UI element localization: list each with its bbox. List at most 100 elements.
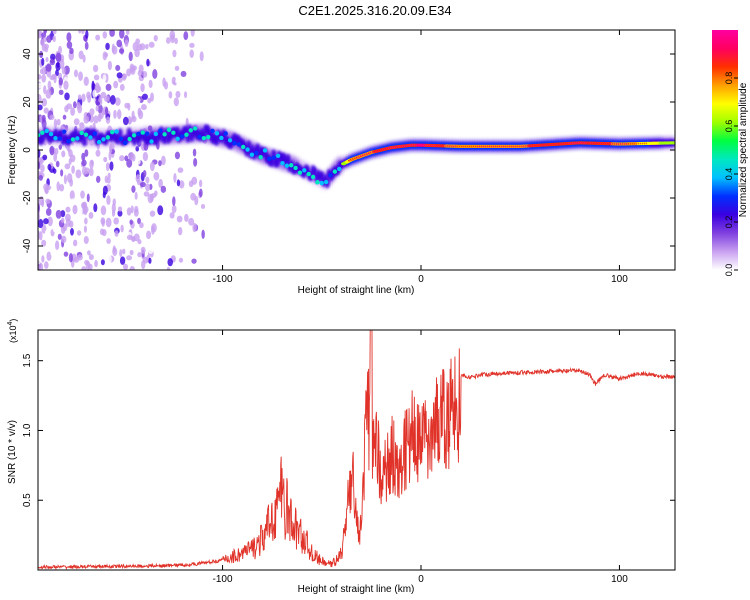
spectrogram-noise-blob <box>169 212 175 219</box>
spectrogram-noise-blob <box>177 167 184 173</box>
spectrogram-ridge-core <box>40 130 45 135</box>
spectrogram-noise-blob <box>55 209 62 219</box>
spectrogram-noise-blob <box>172 196 176 207</box>
y-tick-label: 20 <box>22 96 33 108</box>
spectrogram-noise-blob <box>180 57 187 64</box>
spectrogram-noise-blob <box>49 145 55 156</box>
spectrogram-noise-blob <box>47 30 52 35</box>
spectrogram-noise-blob <box>43 36 47 43</box>
spectrogram-x-axis: -100 0 100 <box>213 30 628 285</box>
spectrogram-noise-blob <box>115 64 121 72</box>
spectrogram-noise-blob <box>54 230 58 240</box>
spectrogram-noise-blob <box>166 266 171 270</box>
spectrogram-ridge-core <box>136 131 141 137</box>
spectrogram-noise-blob <box>161 155 166 166</box>
spectrogram-noise-blob <box>45 89 52 99</box>
spectrogram-noise-blob <box>86 193 90 203</box>
spectrogram-noise-blob <box>190 192 197 201</box>
spectrogram-noise-blob <box>178 257 184 263</box>
spectrogram-noise-blob <box>129 265 136 270</box>
spectrogram-noise-blob <box>129 249 134 256</box>
spectrogram-noise-blob <box>91 97 96 103</box>
spectrogram-noise-blob <box>175 78 181 84</box>
colorbar-tick-label: 0.4 <box>724 168 734 181</box>
spectrogram-noise-blob <box>102 185 108 195</box>
spectrogram-noise-blob <box>85 30 89 39</box>
spectrogram-noise-blob <box>201 229 205 239</box>
spectrogram-noise-blob <box>84 167 90 174</box>
spectrogram-y-label: Frequency (Hz) <box>7 116 18 185</box>
spectrogram-noise-blob <box>92 89 97 98</box>
spectrogram-noise-blob <box>39 231 43 241</box>
spectrogram-noise-blob <box>128 51 133 62</box>
spectrogram-noise-blob <box>192 148 197 157</box>
spectrogram-noise-blob <box>44 230 49 236</box>
spectrogram-ridge-core <box>262 148 268 153</box>
spectrogram-noise-blob <box>140 246 146 254</box>
snr-y-axis: 0.5 1.0 1.5 <box>22 353 675 507</box>
spectrogram-noise-blob <box>58 77 64 86</box>
spectrogram-noise-blob <box>41 118 47 129</box>
spectrogram-noise-blob <box>55 52 62 63</box>
spectrogram-ridge-core <box>328 172 333 178</box>
spectrogram-ridge-core <box>92 131 97 136</box>
spectrogram-noise-blob <box>81 93 86 103</box>
spectrogram-noise-blob <box>126 234 133 241</box>
spectrogram-noise-blob <box>61 66 66 75</box>
colorbar-tick-label: 0.2 <box>724 216 734 229</box>
x-tick-label: -100 <box>213 574 233 585</box>
spectrogram-noise-blob <box>198 179 203 188</box>
colorbar-tick-label: 0.8 <box>724 72 734 85</box>
spectrogram-noise-blob <box>43 261 49 269</box>
spectrogram-noise-blob <box>41 74 47 83</box>
spectrogram-noise-blob <box>149 193 154 202</box>
spectrogram-noise-blob <box>171 76 177 85</box>
spectrogram-ridge-core <box>306 171 311 177</box>
spectrogram-ridge-core <box>289 163 294 168</box>
spectrogram-noise-blob <box>55 61 61 71</box>
colorbar: 0.0 0.2 0.4 0.6 0.8 Normalized spectral ampl… <box>712 30 749 276</box>
spectrogram-noise-blob <box>95 34 101 41</box>
spectrogram-noise-blob <box>40 164 45 173</box>
spectrogram-noise-blob <box>122 263 129 270</box>
spectrogram-noise-blob <box>51 73 57 80</box>
spectrogram-noise-blob <box>126 255 133 261</box>
spectrogram-noise-blob <box>81 30 85 35</box>
spectrogram-noise-blob <box>55 69 59 77</box>
spectrogram-noise-blob <box>58 89 64 96</box>
spectrogram-noise-blob <box>105 162 110 172</box>
spectrogram-noise-blob <box>131 185 136 193</box>
spectrogram-noise-blob <box>121 248 126 255</box>
spectrogram-noise-blob <box>38 74 42 80</box>
spectrogram-noise-blob <box>198 188 203 198</box>
spectrogram-noise-blob <box>42 154 48 161</box>
spectrogram-noise-blob <box>43 107 49 114</box>
spectrogram-noise-blob <box>176 179 181 187</box>
spectrogram-noise-blob <box>120 224 124 233</box>
spectrogram-noise-blob <box>112 247 118 257</box>
spectrogram-noise-blob <box>38 104 43 111</box>
spectrogram-noise-blob <box>38 262 44 270</box>
spectrogram-noise-blob <box>100 217 106 225</box>
spectrogram-noise-blob <box>72 101 77 109</box>
spectrogram-noise-blob <box>188 217 195 226</box>
spectrogram-noise-blob <box>89 108 95 116</box>
spectrogram-noise-blob <box>202 107 207 113</box>
spectrogram-noise-blob <box>78 50 84 60</box>
spectrogram-noise-blob <box>64 92 70 101</box>
spectrogram-noise-blob <box>43 183 50 191</box>
spectrogram-ridge-core <box>245 147 250 152</box>
spectrogram-noise-blob <box>113 217 119 225</box>
spectrogram-noise-blob <box>133 233 140 242</box>
spectrogram-noise-blob <box>140 104 147 111</box>
spectrogram-noise-blob <box>121 73 128 80</box>
spectrogram-noise-blob <box>56 181 60 192</box>
spectrogram-noise-blob <box>59 59 65 69</box>
spectrogram-noise-blob <box>130 205 134 214</box>
spectrogram-noise-blob <box>135 158 141 165</box>
spectrogram-noise-blob <box>126 207 132 216</box>
spectrogram-noise-blob <box>45 207 52 216</box>
snr-series-line <box>38 330 675 570</box>
spectrogram-ridge-core <box>223 131 228 136</box>
